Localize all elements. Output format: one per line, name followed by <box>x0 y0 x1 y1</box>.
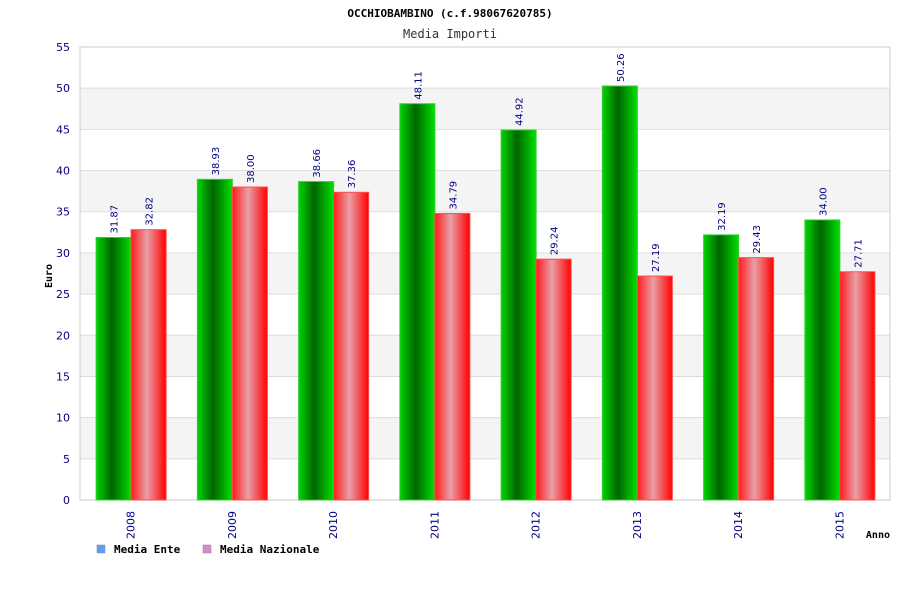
value-label: 34.00 <box>818 187 829 216</box>
y-tick-label: 25 <box>56 288 70 301</box>
y-tick-label: 0 <box>63 494 70 507</box>
y-tick-label: 15 <box>56 370 70 383</box>
y-tick-label: 40 <box>56 165 70 178</box>
bar-media-ente-2015 <box>804 219 841 501</box>
y-tick-label: 5 <box>63 453 70 466</box>
value-label: 38.66 <box>312 149 323 178</box>
legend-label-media-ente: Media Ente <box>114 543 181 556</box>
x-tick-label: 2011 <box>428 511 441 539</box>
bar-media-ente-2012 <box>500 129 537 501</box>
value-label: 38.00 <box>246 154 257 183</box>
chart-title: OCCHIOBAMBINO (c.f.98067620785) <box>347 7 552 20</box>
value-label: 27.71 <box>853 239 864 268</box>
x-tick-label: 2009 <box>226 511 239 539</box>
legend-swatch-media-nazionale <box>202 544 212 554</box>
value-label: 32.82 <box>145 197 156 226</box>
bar-media-nazionale-2011 <box>434 212 471 501</box>
bar-media-nazionale-2012 <box>535 258 572 501</box>
x-axis-label: Anno <box>866 530 890 541</box>
x-tick-label: 2012 <box>530 511 543 539</box>
y-axis-label: Euro <box>44 264 55 288</box>
bar-media-ente-2014 <box>703 234 740 501</box>
legend-label-media-nazionale: Media Nazionale <box>220 543 320 556</box>
value-label: 44.92 <box>515 97 526 126</box>
bar-media-nazionale-2015 <box>839 271 876 501</box>
value-label: 32.19 <box>717 202 728 231</box>
y-tick-label: 20 <box>56 329 70 342</box>
x-tick-label: 2013 <box>631 511 644 539</box>
bars <box>95 85 876 501</box>
y-tick-label: 35 <box>56 206 70 219</box>
value-label: 34.79 <box>448 181 459 210</box>
value-label: 31.87 <box>110 205 121 234</box>
bar-media-nazionale-2008 <box>130 229 167 501</box>
bar-media-nazionale-2014 <box>738 257 775 501</box>
value-label: 29.24 <box>550 227 561 256</box>
x-tick-label: 2010 <box>327 511 340 539</box>
value-label: 27.19 <box>651 243 662 272</box>
bar-media-nazionale-2013 <box>636 275 673 501</box>
y-tick-label: 45 <box>56 123 70 136</box>
chart-subtitle: Media Importi <box>403 27 497 41</box>
value-label: 50.26 <box>616 53 627 82</box>
legend: Media Ente Media Nazionale <box>96 543 320 556</box>
y-tick-label: 10 <box>56 412 70 425</box>
value-label: 37.36 <box>347 160 358 189</box>
bar-media-ente-2013 <box>601 85 638 501</box>
y-axis: 0 5 10 15 20 25 30 35 40 45 50 55 <box>56 41 70 507</box>
y-tick-label: 30 <box>56 247 70 260</box>
plot-frame <box>79 46 891 501</box>
bar-media-ente-2008 <box>95 237 132 501</box>
bar-media-ente-2011 <box>399 103 436 501</box>
value-label: 29.43 <box>752 225 763 254</box>
x-tick-label: 2014 <box>732 511 745 539</box>
bar-media-ente-2010 <box>298 181 335 501</box>
grid-band <box>80 88 890 130</box>
grid-band <box>80 47 890 89</box>
x-tick-label: 2008 <box>125 511 138 539</box>
x-tick-label: 2015 <box>833 511 846 539</box>
bar-media-ente-2009 <box>196 178 233 501</box>
bar-media-nazionale-2009 <box>231 186 268 501</box>
value-labels: 31.87 32.82 38.93 38.00 38.66 37.36 48.11 34.79… <box>110 53 865 272</box>
y-tick-label: 50 <box>56 82 70 95</box>
y-tick-label: 55 <box>56 41 70 54</box>
grid-band <box>80 129 890 171</box>
value-label: 38.93 <box>211 147 222 176</box>
bar-media-nazionale-2010 <box>333 191 370 501</box>
x-axis: 2008 2009 2010 2011 2012 2013 2014 2015 <box>125 511 847 539</box>
value-label: 48.11 <box>413 71 424 100</box>
legend-swatch-media-ente <box>96 544 106 554</box>
